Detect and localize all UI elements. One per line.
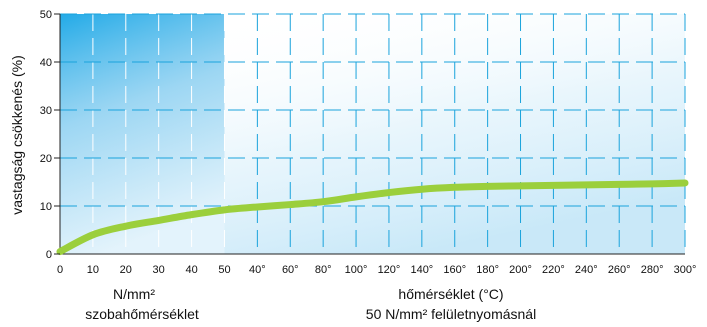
x-section-1-label-line2: szobahőmérséklet (85, 306, 199, 322)
x-tick-label: 220° (542, 264, 565, 276)
y-tick-label: 40 (40, 57, 52, 69)
x-tick-label: 50 (218, 264, 230, 276)
x-tick-label: 0 (57, 264, 63, 276)
x-tick-label: 20 (120, 264, 132, 276)
x-tick-label: 10 (87, 264, 99, 276)
y-tick-label: 20 (40, 153, 52, 165)
x-tick-label: 60° (282, 264, 299, 276)
x-section-2-label-line1: hőmérséklet (°C) (398, 286, 503, 302)
x-section-1-label-line1: N/mm² (113, 286, 155, 302)
x-tick-label: 300° (674, 264, 697, 276)
data-series (56, 179, 689, 256)
x-tick-label: 80° (315, 264, 332, 276)
y-tick-label: 50 (40, 9, 52, 21)
grid (59, 13, 686, 255)
x-tick-label: 30 (153, 264, 165, 276)
y-axis-ticks: 0 10 20 30 40 50 (40, 9, 60, 261)
y-axis-label: vastagság csökkenés (%) (9, 55, 25, 215)
room-temperature-fill (60, 14, 225, 254)
x-tick-label: 40° (249, 264, 266, 276)
x-tick-label: 160° (443, 264, 466, 276)
y-tick-label: 0 (46, 249, 52, 261)
x-tick-label: 40 (185, 264, 197, 276)
x-tick-label: 120° (378, 264, 401, 276)
x-tick-label: 260° (608, 264, 631, 276)
x-tick-label: 140° (410, 264, 433, 276)
x-tick-label: 200° (509, 264, 532, 276)
x-section-2-label-line2: 50 N/mm² felületnyomásnál (366, 306, 536, 322)
series-line (56, 179, 689, 256)
x-tick-label: 180° (476, 264, 499, 276)
x-tick-label: 240° (575, 264, 598, 276)
x-tick-label: 280° (641, 264, 664, 276)
x-tick-label: 100° (345, 264, 368, 276)
y-tick-label: 10 (40, 201, 52, 213)
y-tick-label: 30 (40, 105, 52, 117)
x-axis-ticks: 0 10 20 30 40 50 40° 60° 80° 100° 120° 140° 160° 180°… (57, 264, 696, 276)
